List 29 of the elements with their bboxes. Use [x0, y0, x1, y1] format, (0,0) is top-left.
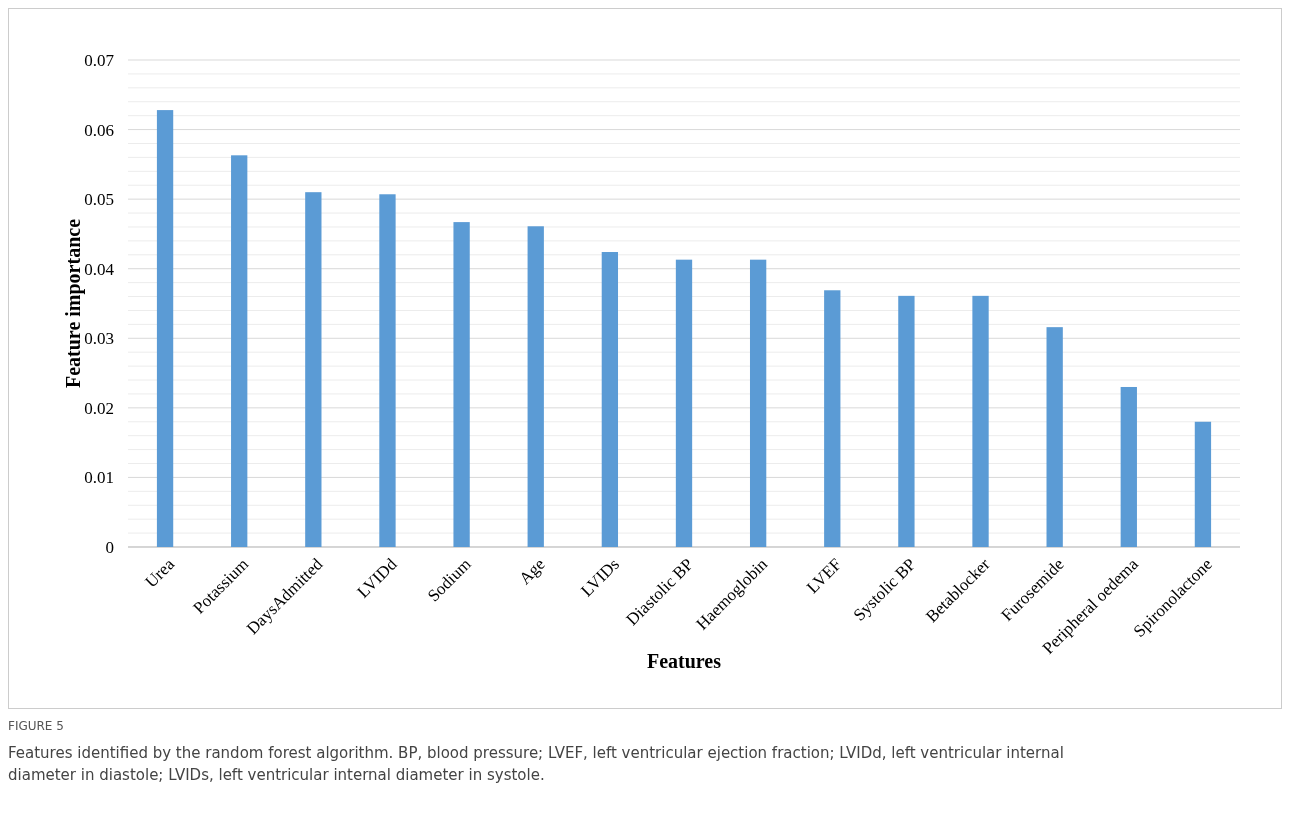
bar — [601, 252, 619, 547]
y-tick-label: 0.05 — [84, 190, 114, 210]
bar — [231, 155, 248, 547]
y-tick-label: 0.02 — [84, 398, 114, 418]
caption: FIGURE 5 — [8, 719, 64, 733]
bar — [824, 290, 841, 547]
bar — [1120, 386, 1137, 547]
bar — [305, 192, 322, 547]
x-tick-label: Age — [515, 554, 549, 589]
y-tick-label: 0.01 — [84, 468, 114, 488]
bar — [675, 259, 693, 547]
y-tick-label: 0.06 — [84, 120, 114, 140]
bar — [527, 226, 544, 547]
x-axis-title: Features — [646, 650, 722, 672]
bar — [749, 259, 767, 547]
y-tick-label: 0.04 — [84, 259, 115, 279]
x-tick-label: Urea — [141, 554, 179, 592]
y-axis-title: Feature importance — [62, 218, 85, 389]
bar — [156, 110, 174, 547]
bar — [1194, 421, 1212, 547]
bar — [1046, 327, 1063, 547]
bar — [453, 222, 470, 547]
bar — [972, 295, 989, 547]
y-tick-label: 0 — [105, 537, 114, 557]
y-tick-label: 0.03 — [84, 329, 114, 349]
y-tick-label: 0.07 — [84, 50, 115, 70]
bar — [379, 194, 396, 547]
bar — [898, 295, 915, 547]
text: Features identified by the random forest algorithm. BP, blood pressure; LVEF, left ventricular ejection fraction; LVIDd, left ventricular internal diameter in diastole; LVIDs, left ventricular internal diameter in systole. — [8, 744, 1064, 784]
